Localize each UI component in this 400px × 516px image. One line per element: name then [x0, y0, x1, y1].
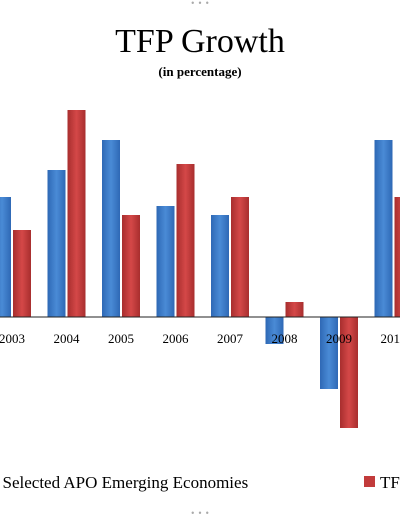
- bar-emerging-2004: [47, 170, 66, 317]
- bar-japan-2010: [394, 197, 400, 317]
- bar-emerging-2006: [156, 206, 175, 317]
- bottom-resize-handle[interactable]: • • •: [190, 509, 209, 516]
- bar-japan-2008: [285, 302, 304, 317]
- bar-japan-2005: [122, 215, 140, 317]
- bars-layer: [0, 110, 400, 428]
- x-tick-label: 2006: [163, 331, 190, 346]
- legend-label-japan: TFP Growth of Japan: [380, 473, 400, 492]
- chart-title: TFP Growth: [115, 23, 285, 60]
- bar-japan-2004: [67, 110, 86, 317]
- bar-emerging-2003: [0, 197, 11, 317]
- bar-japan-2003: [13, 230, 31, 317]
- bar-japan-2009: [340, 317, 358, 428]
- top-resize-handle[interactable]: • • •: [190, 0, 209, 8]
- bar-emerging-2010: [374, 140, 393, 317]
- legend-swatch-japan: [364, 476, 375, 487]
- x-tick-label: 2003: [0, 331, 25, 346]
- legend: TFP Growth of Selected APO Emerging Econ…: [0, 473, 400, 492]
- bar-emerging-2009: [320, 317, 338, 389]
- x-tick-label: 2005: [108, 331, 134, 346]
- x-tick-label: 2004: [54, 331, 81, 346]
- x-tick-label: 2007: [217, 331, 244, 346]
- chart-subtitle: (in percentage): [158, 64, 241, 79]
- bar-japan-2007: [231, 197, 249, 317]
- x-tick-label: 2010: [381, 331, 400, 346]
- x-tick-labels: 2003 2004 2005 2006 2007 2008 2009 2010: [0, 331, 400, 346]
- x-tick-label: 2009: [326, 331, 352, 346]
- legend-label-emerging: TFP Growth of Selected APO Emerging Econ…: [0, 473, 248, 492]
- bar-emerging-2008: [265, 317, 284, 344]
- x-tick-label: 2008: [272, 331, 298, 346]
- bar-japan-2006: [176, 164, 195, 317]
- bar-emerging-2005: [102, 140, 120, 317]
- bar-emerging-2007: [211, 215, 229, 317]
